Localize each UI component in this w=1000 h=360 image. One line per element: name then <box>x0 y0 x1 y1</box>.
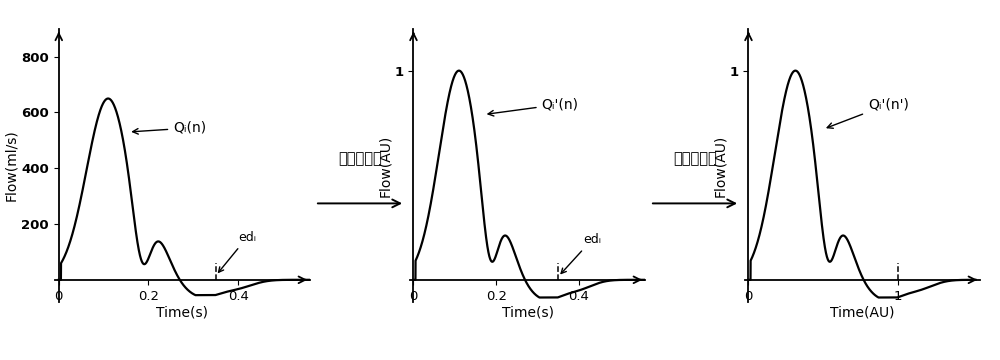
Text: Qᵢ'(n'): Qᵢ'(n') <box>827 97 909 128</box>
Text: edᵢ: edᵢ <box>219 231 256 272</box>
X-axis label: Time(s): Time(s) <box>502 305 554 319</box>
Text: 时间归一化: 时间归一化 <box>673 151 717 166</box>
Text: 幅度归一化: 幅度归一化 <box>338 151 382 166</box>
X-axis label: Time(s): Time(s) <box>156 305 208 319</box>
Text: edᵢ: edᵢ <box>561 233 601 274</box>
Y-axis label: Flow(AU): Flow(AU) <box>378 135 392 197</box>
Y-axis label: Flow(ml/s): Flow(ml/s) <box>5 130 19 202</box>
Y-axis label: Flow(AU): Flow(AU) <box>713 135 727 197</box>
Text: Qᵢ(n): Qᵢ(n) <box>133 121 206 135</box>
X-axis label: Time(AU): Time(AU) <box>830 305 895 319</box>
Text: Qᵢ'(n): Qᵢ'(n) <box>488 97 579 116</box>
